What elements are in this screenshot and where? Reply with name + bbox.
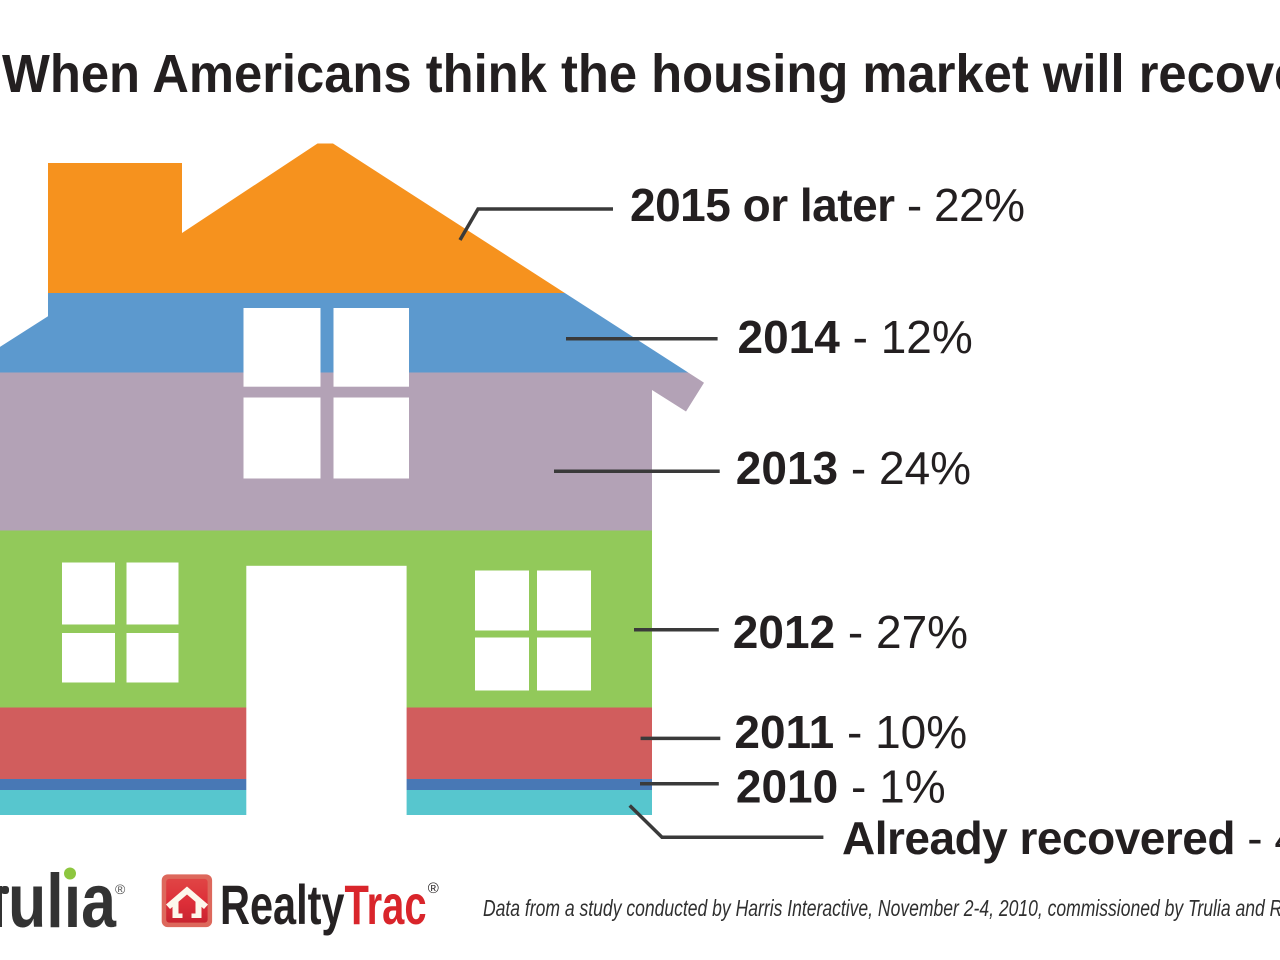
svg-text:2010 - 1%: 2010 - 1% (736, 761, 946, 813)
svg-text:2014 - 12%: 2014 - 12% (738, 311, 973, 363)
svg-text:Realty: Realty (220, 873, 345, 936)
svg-text:Already recovered - 4%: Already recovered - 4% (842, 812, 1280, 864)
svg-text:2011 - 10%: 2011 - 10% (734, 706, 967, 758)
svg-text:2012 - 27%: 2012 - 27% (733, 606, 968, 658)
svg-text:®: ® (428, 880, 439, 897)
svg-text:2015 or later - 22%: 2015 or later - 22% (630, 179, 1025, 231)
svg-text:When Americans think the housi: When Americans think the housing market … (2, 44, 1280, 104)
svg-text:®: ® (115, 881, 126, 897)
svg-text:Data from a study conducted by: Data from a study conducted by Harris In… (483, 895, 1280, 921)
svg-text:Trac: Trac (345, 873, 427, 936)
svg-text:ulıa: ulıa (8, 859, 117, 944)
svg-text:2013 - 24%: 2013 - 24% (736, 442, 971, 494)
